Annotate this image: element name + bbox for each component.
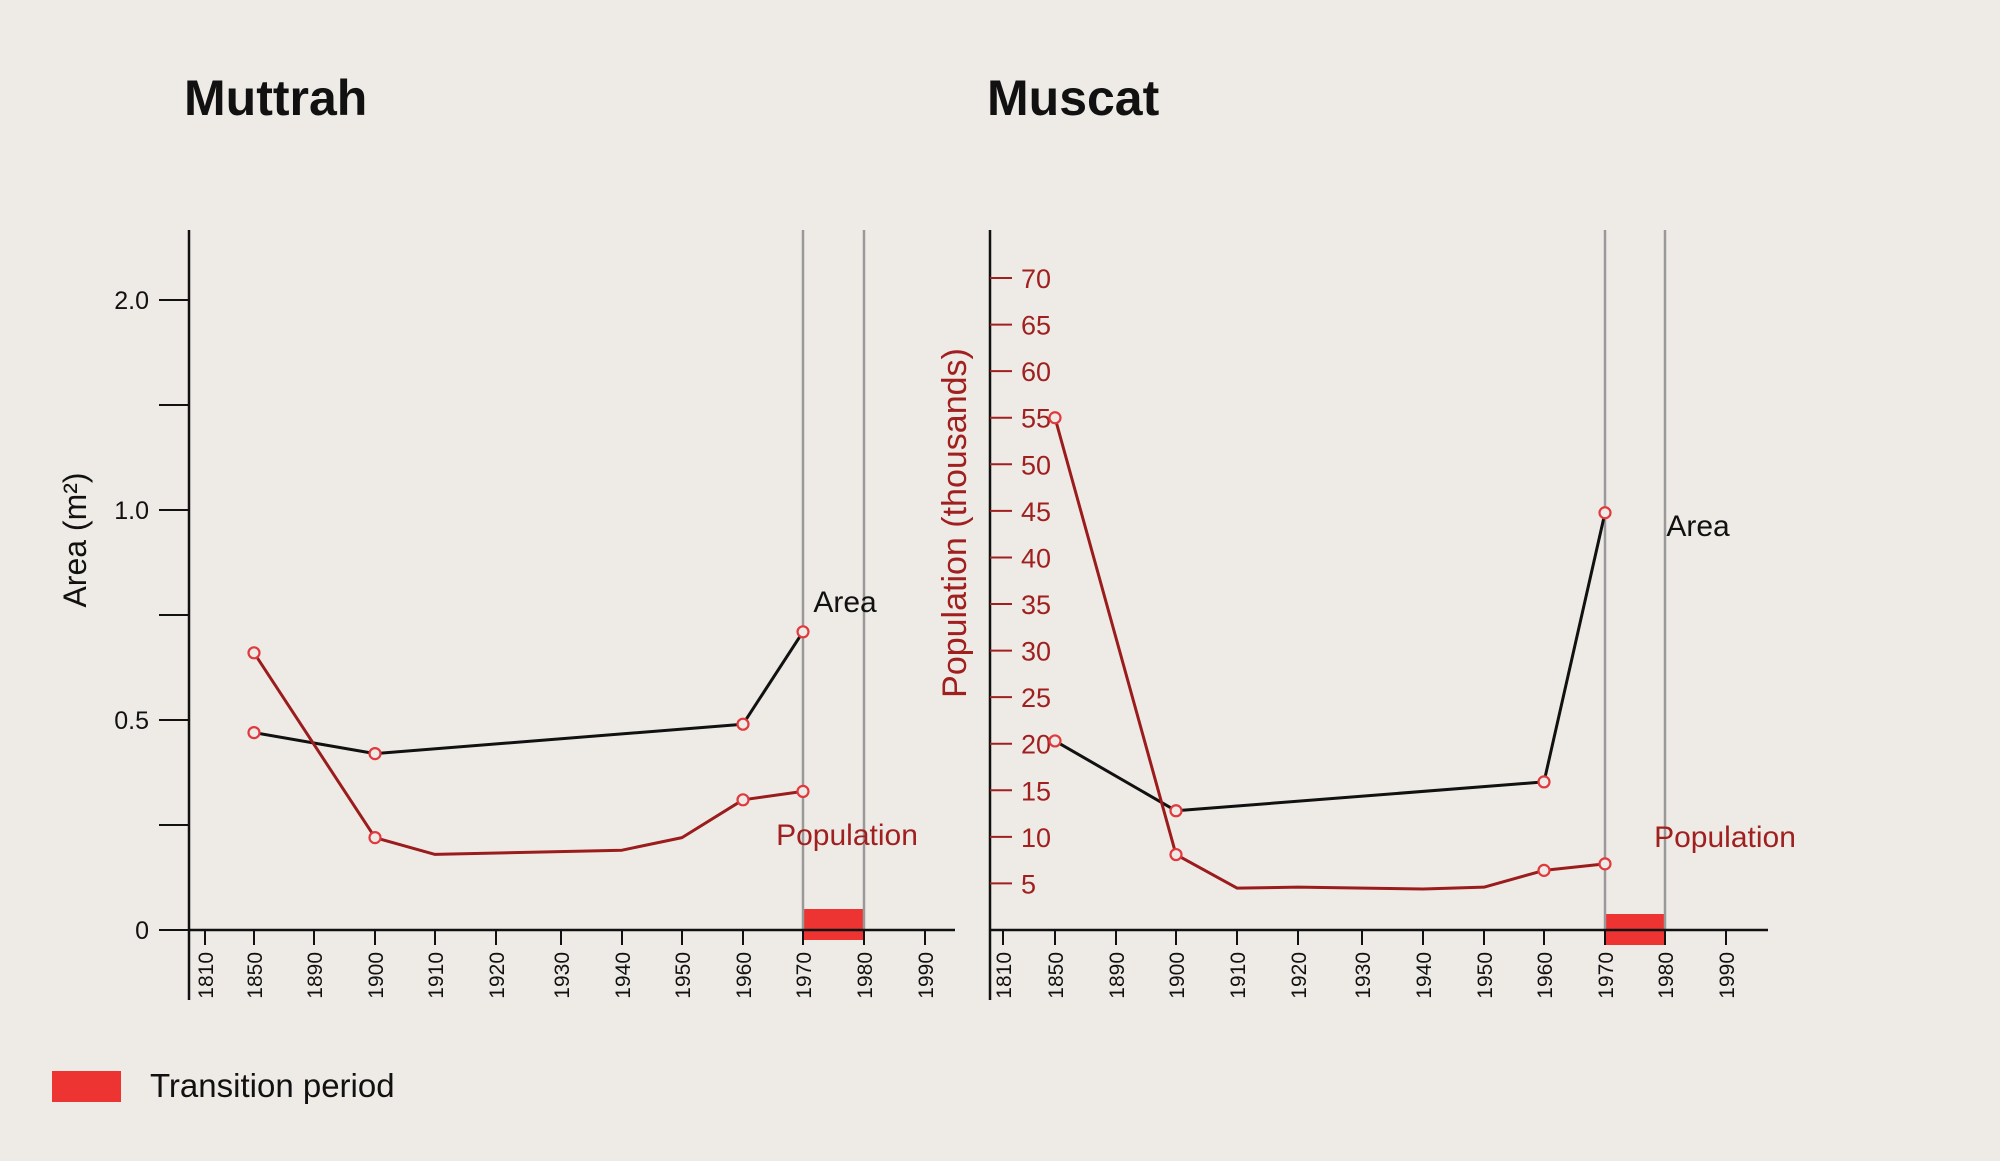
muttrah-y-tick-label-0: 0 bbox=[135, 917, 149, 945]
muscat-x-tick-label-1970: 1970 bbox=[1595, 952, 1618, 999]
muscat-area-series-label: Area bbox=[1666, 510, 1730, 543]
muttrah-y-tick-label-2-0: 2.0 bbox=[114, 287, 149, 315]
muscat-y-tick-label-60: 60 bbox=[1021, 357, 1051, 387]
muscat-y-tick-label-25: 25 bbox=[1021, 683, 1051, 713]
muscat-y-tick-label-30: 30 bbox=[1021, 637, 1051, 667]
muscat-area-point-0 bbox=[1048, 734, 1062, 748]
muttrah-area-point-3 bbox=[796, 625, 810, 639]
muscat-population-point-7 bbox=[1598, 857, 1612, 871]
muscat-x-tick-label-1810: 1810 bbox=[993, 952, 1016, 999]
muttrah-y-tick-label-0-5: 0.5 bbox=[114, 707, 149, 735]
muttrah-population-point-6 bbox=[796, 784, 810, 799]
muscat-x-tick-label-1940: 1940 bbox=[1413, 952, 1436, 999]
muttrah-y-axis-label: Area (m²) bbox=[57, 472, 93, 607]
muttrah-series-area bbox=[247, 625, 810, 761]
muscat-x-tick-label-1850: 1850 bbox=[1045, 952, 1068, 999]
muscat-y-tick-label-70: 70 bbox=[1021, 264, 1051, 294]
muscat-area-line bbox=[1054, 512, 1607, 813]
muttrah-x-tick-label-1910: 1910 bbox=[425, 952, 448, 999]
muscat-population-point-0 bbox=[1048, 411, 1062, 425]
muttrah-y-tick-label-1-0: 1.0 bbox=[114, 497, 149, 525]
muscat-y-tick-label-10: 10 bbox=[1021, 823, 1051, 853]
muttrah-x-tick-label-1890: 1890 bbox=[304, 952, 327, 999]
muscat-y-tick-label-40: 40 bbox=[1021, 543, 1051, 573]
muttrah-area-point-0 bbox=[247, 725, 261, 740]
muttrah-x-tick-label-1980: 1980 bbox=[854, 952, 877, 999]
muttrah-population-series-label: Population bbox=[776, 819, 918, 852]
muscat-x-tick-label-1930: 1930 bbox=[1352, 952, 1375, 999]
muttrah-x-tick-label-1940: 1940 bbox=[612, 952, 635, 999]
muscat-area-point-3 bbox=[1598, 506, 1612, 520]
muscat-population-series-label: Population bbox=[1654, 821, 1796, 854]
legend-swatch bbox=[52, 1071, 121, 1102]
muttrah-x-tick-label-1970: 1970 bbox=[793, 952, 816, 999]
muttrah-population-line bbox=[252, 651, 804, 856]
muscat-y-tick-label-45: 45 bbox=[1021, 497, 1051, 527]
muscat-y-axis-label: Population (thousands) bbox=[936, 348, 974, 698]
muttrah-x-tick-label-1960: 1960 bbox=[733, 952, 756, 999]
muttrah-population-point-1 bbox=[368, 830, 382, 845]
muttrah-area-point-1 bbox=[368, 746, 382, 761]
muttrah-x-tick-label-1920: 1920 bbox=[486, 952, 509, 999]
muttrah-area-series-label: Area bbox=[813, 586, 877, 619]
muttrah-area-point-2 bbox=[736, 717, 750, 731]
muscat-series-area bbox=[1048, 506, 1612, 818]
muscat-y-tick-label-20: 20 bbox=[1021, 730, 1051, 760]
muscat-y-tick-label-65: 65 bbox=[1021, 311, 1051, 341]
muttrah-population-point-5 bbox=[736, 793, 750, 807]
muscat-y-tick-label-35: 35 bbox=[1021, 590, 1051, 620]
muscat-x-tick-label-1950: 1950 bbox=[1474, 952, 1497, 999]
muttrah-series-population bbox=[247, 646, 810, 856]
muscat-population-point-6 bbox=[1537, 863, 1551, 877]
muttrah-x-tick-label-1950: 1950 bbox=[672, 952, 695, 999]
muscat-x-tick-label-1910: 1910 bbox=[1227, 952, 1250, 999]
muscat-y-tick-label-55: 55 bbox=[1021, 404, 1051, 434]
muttrah-x-tick-label-1810: 1810 bbox=[195, 952, 218, 999]
muscat-x-tick-label-1960: 1960 bbox=[1534, 952, 1557, 999]
legend: Transition period bbox=[52, 1067, 395, 1104]
legend-label: Transition period bbox=[150, 1067, 395, 1104]
muscat-x-tick-label-1990: 1990 bbox=[1716, 952, 1739, 999]
muscat-y-tick-label-5: 5 bbox=[1021, 869, 1036, 899]
muscat-panel: Muscat Population (thousands) 5 10 15 20 25 3… bbox=[936, 70, 1796, 1000]
muscat-y-tick-label-15: 15 bbox=[1021, 776, 1051, 806]
muttrah-x-tick-label-1990: 1990 bbox=[915, 952, 938, 999]
muscat-x-tick-label-1900: 1900 bbox=[1166, 952, 1189, 999]
muscat-x-tick-label-1890: 1890 bbox=[1106, 952, 1129, 999]
muttrah-area-line bbox=[253, 630, 805, 756]
muscat-area-point-2 bbox=[1537, 775, 1551, 789]
muttrah-x-tick-label-1900: 1900 bbox=[365, 952, 388, 999]
muttrah-population-point-0 bbox=[247, 646, 261, 660]
muscat-population-line bbox=[1053, 417, 1606, 891]
muscat-population-point-1 bbox=[1169, 847, 1183, 862]
muscat-series-population bbox=[1048, 411, 1612, 891]
muscat-x-tick-label-1920: 1920 bbox=[1288, 952, 1311, 999]
muscat-area-point-1 bbox=[1169, 804, 1183, 818]
muscat-y-tick-label-50: 50 bbox=[1021, 450, 1051, 480]
muttrah-title: Muttrah bbox=[184, 70, 367, 126]
muttrah-panel: Muttrah Area (m²) 0 0.5 1.0 2.0 1810 1850 1890… bbox=[57, 70, 955, 1000]
muscat-x-tick-label-1980: 1980 bbox=[1655, 952, 1678, 999]
muscat-title: Muscat bbox=[987, 70, 1160, 126]
muttrah-x-tick-label-1850: 1850 bbox=[244, 952, 267, 999]
muttrah-transition-period-bar bbox=[803, 909, 864, 940]
muttrah-x-tick-label-1930: 1930 bbox=[551, 952, 574, 999]
